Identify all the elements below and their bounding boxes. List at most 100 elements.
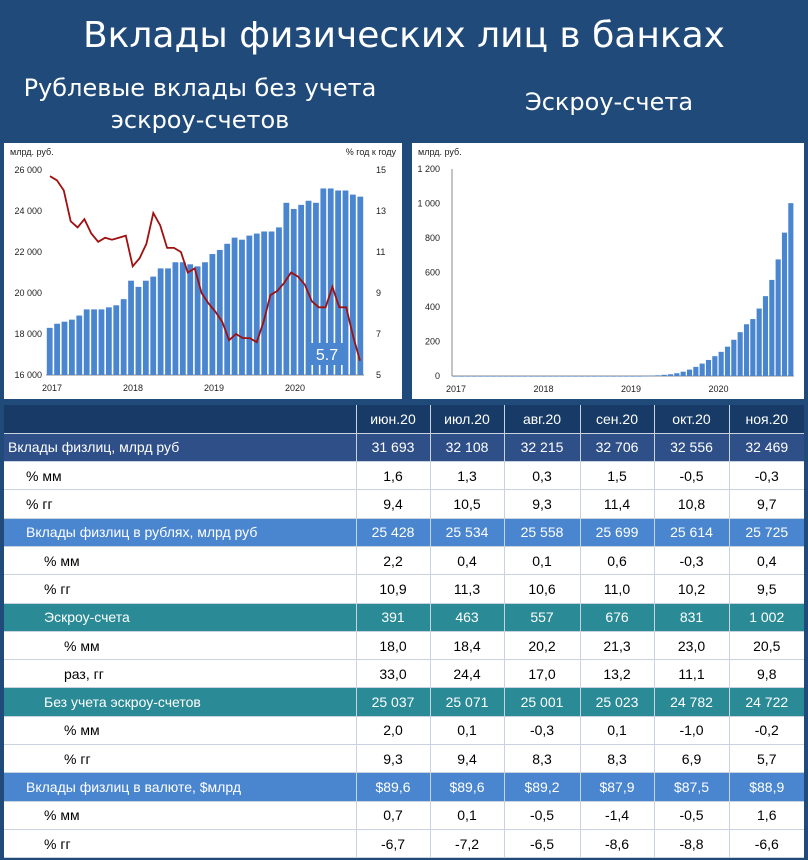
bar: [76, 315, 83, 375]
table-cell: -0,3: [653, 546, 729, 576]
bar: [128, 280, 134, 375]
bar: [465, 376, 471, 377]
bar: [553, 376, 560, 377]
table-cell: -0,3: [503, 716, 580, 746]
table-cell: 32 706: [579, 433, 654, 463]
column-header: сен.20: [579, 405, 654, 434]
y-tick-label: 24 000: [14, 206, 42, 216]
table-cell: -6,7: [355, 829, 430, 859]
bar: [142, 280, 149, 375]
column-header: июн.20: [355, 405, 430, 434]
bar: [674, 373, 680, 376]
table-row: % мм 1,6 1,3 0,3 1,5 -0,5 -0,3: [4, 461, 804, 491]
left-chart-heading: Рублевые вклады без учета эскроу-счетов: [23, 74, 377, 134]
table-cell: 9,5: [728, 574, 804, 604]
bar: [68, 319, 75, 375]
bar: [91, 309, 97, 375]
bar: [661, 374, 667, 376]
bar: [680, 371, 686, 376]
table-cell: 25 614: [653, 518, 729, 547]
y-tick-label: 0: [435, 371, 440, 381]
bar: [756, 308, 762, 376]
table-row: % гг 9,3 9,4 8,3 8,3 6,9 5,7: [4, 744, 804, 774]
bar: [655, 375, 661, 376]
table-cell: 1 002: [728, 603, 804, 632]
bar: [471, 376, 477, 377]
table-cell: 2,0: [355, 716, 430, 746]
table-cell: 32 556: [653, 433, 729, 463]
bar: [610, 376, 617, 377]
bar: [636, 376, 642, 377]
bar: [515, 376, 522, 377]
table-row: Вклады физлиц, млрд руб 31 693 32 108 32 21…: [4, 433, 804, 463]
y-tick-label: 800: [425, 233, 440, 243]
bar: [298, 204, 305, 375]
table-cell: -6,6: [728, 829, 804, 859]
bar: [172, 262, 179, 375]
y2-tick-label: 9: [376, 288, 381, 298]
x-tick-label: 2020: [285, 383, 305, 393]
bar: [202, 262, 208, 375]
table-cell: 11,1: [653, 659, 729, 689]
table-cell: -1,0: [653, 716, 729, 746]
x-tick-label: 2018: [533, 384, 553, 394]
table-cell: 9,3: [355, 744, 430, 774]
bar: [253, 233, 260, 375]
deposits-table: июн.20 июл.20 авг.20 сен.20 окт.20 ноя.20 Вкла…: [4, 405, 804, 859]
bar: [490, 376, 496, 377]
bar: [648, 375, 655, 377]
table-cell: 17,0: [503, 659, 580, 689]
bar: [335, 190, 342, 375]
bar: [534, 376, 541, 377]
bar: [617, 376, 623, 377]
table-cell: 10,6: [503, 574, 580, 604]
bar: [276, 227, 282, 375]
table-cell: -0,2: [728, 716, 804, 746]
bar: [509, 376, 515, 377]
bar: [350, 194, 356, 375]
bar: [699, 363, 705, 376]
table-cell: 1,5: [579, 461, 654, 491]
bar: [216, 249, 223, 375]
bar: [781, 232, 788, 376]
table-row: % мм 2,2 0,4 0,1 0,6 -0,3 0,4: [4, 546, 804, 576]
table-cell: 31 693: [355, 433, 430, 463]
table-cell: $89,2: [503, 772, 580, 802]
table-cell: 21,3: [579, 631, 654, 661]
bar: [775, 259, 781, 376]
table-row: % гг 9,4 10,5 9,3 11,4 10,8 9,7: [4, 489, 804, 519]
table-cell: -0,5: [653, 801, 729, 830]
bar: [113, 305, 120, 375]
table-cell: 1,6: [355, 461, 430, 491]
table-row: Вклады физлиц в рублях, млрд руб 25 428 25…: [4, 518, 804, 547]
bar: [135, 286, 142, 375]
x-tick-label: 2019: [621, 384, 641, 394]
table-cell: 25 071: [429, 687, 504, 717]
table-cell: 1,3: [429, 461, 504, 491]
table-cell: $89,6: [355, 772, 430, 802]
bar: [268, 231, 275, 375]
table-cell: 20,5: [728, 631, 804, 661]
table-row: % гг 10,9 11,3 10,6 11,0 10,2 9,5: [4, 574, 804, 604]
y-tick-label: 600: [425, 268, 440, 278]
table-cell: -0,5: [653, 461, 729, 491]
table-cell: -6,5: [503, 829, 580, 859]
y-tick-label: 18 000: [14, 329, 42, 339]
table-row: Эскроу-счета 391 463 557 676 831 1 002: [4, 603, 804, 632]
table-row: Без учета эскроу-счетов 25 037 25 071 25 00…: [4, 687, 804, 717]
table-row: Вклады физлиц в валюте, $млрд $89,6 $89,6 $…: [4, 772, 804, 802]
bar: [179, 262, 186, 375]
table-cell: 18,4: [429, 631, 504, 661]
table-cell: 10,9: [355, 574, 430, 604]
left-axis-unit: млрд. руб.: [10, 147, 54, 157]
table-cell: 25 699: [579, 518, 654, 547]
bar: [566, 376, 572, 377]
bar: [712, 356, 718, 376]
bar: [579, 376, 585, 377]
bar: [623, 376, 629, 377]
y2-tick-label: 15: [376, 165, 386, 175]
row-label: % гг: [4, 489, 356, 519]
table-cell: 0,1: [503, 546, 580, 576]
table-cell: 20,2: [503, 631, 580, 661]
